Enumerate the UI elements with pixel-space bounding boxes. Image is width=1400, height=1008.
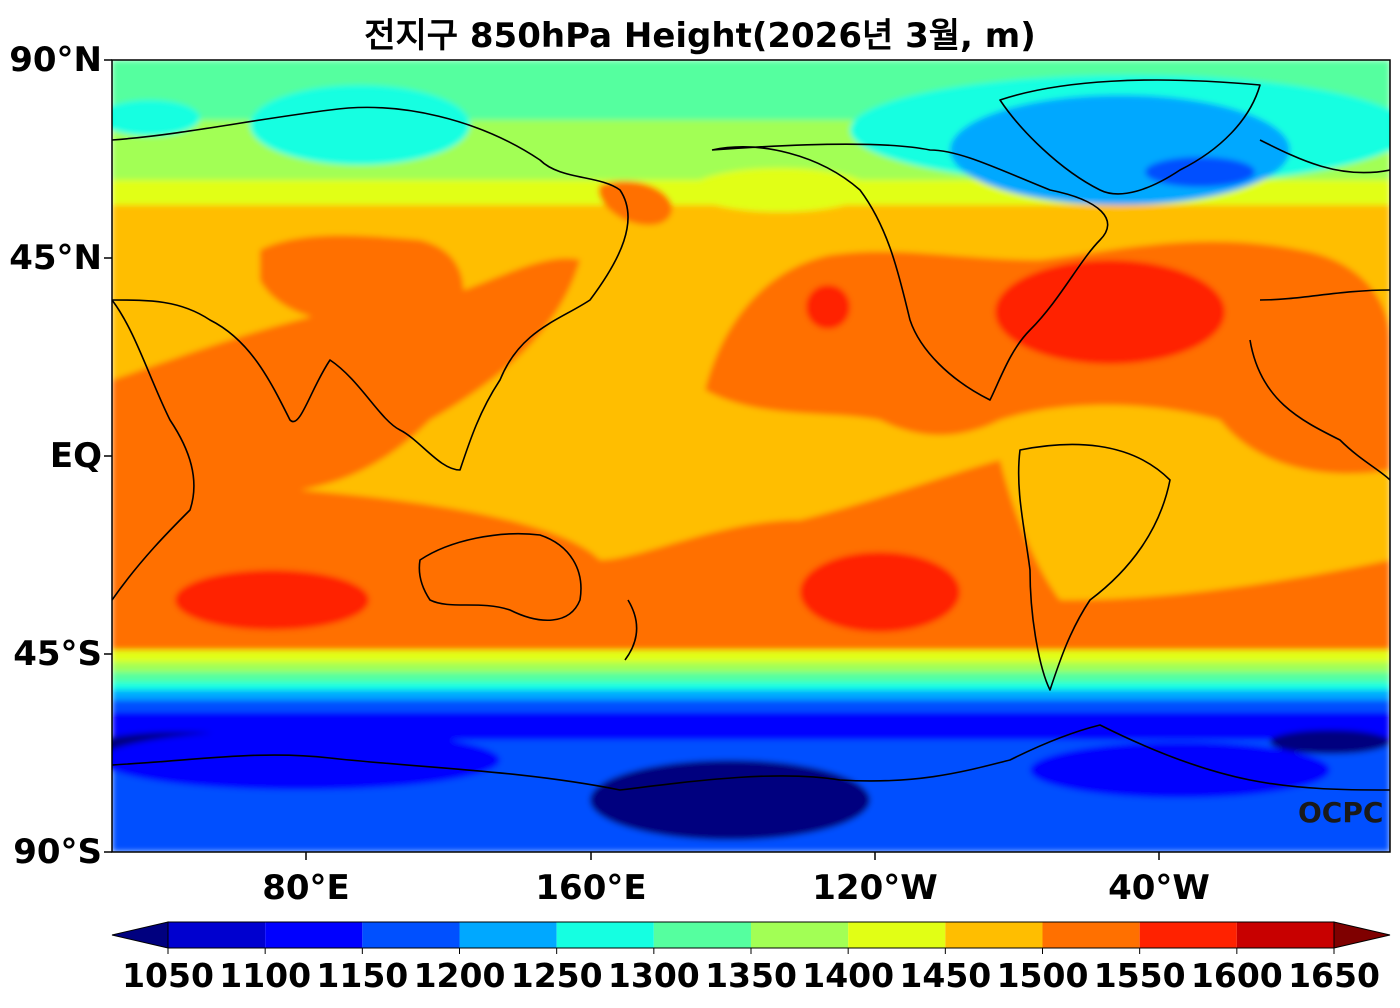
colorbar-swatch (653, 922, 751, 948)
colorbar-tick-label: 1600 (1190, 956, 1283, 995)
colorbar-tick-label: 1550 (1093, 956, 1186, 995)
colorbar-swatch (945, 922, 1043, 948)
coast-greenland (999, 79, 1261, 195)
region-1550-kamchatka (598, 181, 673, 225)
x-label-160e: 160°E (535, 868, 647, 908)
low-greenland-1150 (1145, 157, 1255, 187)
coast-europe (1249, 139, 1390, 481)
low-arctic-1250 (250, 85, 470, 165)
colorbar-tick-label: 1650 (1288, 956, 1380, 995)
high-north-pacific (806, 285, 850, 329)
coast-north-america (711, 143, 1109, 401)
high-south-pacific (800, 552, 960, 632)
region-1550-asia (260, 235, 464, 328)
colorbar-swatch (459, 922, 557, 948)
coastlines (112, 79, 1390, 791)
low-antarctic-1150-west (112, 730, 500, 790)
colorbar-tick-label: 1350 (705, 956, 797, 995)
coast-antarctica (112, 724, 1390, 791)
y-label-45n: 45°N (9, 238, 102, 278)
coast-australia (418, 532, 582, 621)
ocpc-watermark: OCPC (1298, 796, 1384, 829)
y-label-90n: 90°N (9, 40, 102, 80)
low-bering-1450 (690, 168, 870, 212)
low-antarctic-1150-east (1030, 742, 1330, 798)
x-label-40w: 40°W (1108, 868, 1210, 908)
low-greenland-1200 (950, 95, 1290, 205)
colorbar-swatch (265, 922, 363, 948)
colorbar-swatch (751, 922, 849, 948)
colorbar-tick-label: 1250 (510, 956, 603, 995)
colorbar-swatch (362, 922, 460, 948)
coast-africa (112, 299, 195, 601)
colorbar (111, 921, 1391, 954)
colorbar-tick-label: 1100 (219, 956, 312, 995)
colorbar-swatch (168, 922, 266, 948)
colorbar-arrow-high (1333, 921, 1391, 949)
colorbar-swatch (556, 922, 654, 948)
colorbar-swatch (1042, 922, 1140, 948)
colorbar-tick-label: 1150 (316, 956, 409, 995)
colorbar-tick-label: 1050 (122, 956, 214, 995)
y-label-eq: EQ (49, 436, 102, 476)
colorbar-swatch (848, 922, 946, 948)
x-label-120w: 120°W (812, 868, 938, 908)
colorbar-swatch (1236, 922, 1334, 948)
region-1550-indian (112, 258, 1390, 650)
coast-new-zealand (624, 599, 638, 661)
colorbar-tick-label: 1450 (899, 956, 992, 995)
colorbar-tick-label: 1400 (802, 956, 895, 995)
colorbar-arrow-low (111, 921, 169, 949)
band-south-1450 (112, 645, 1390, 667)
coast-eurasia (112, 106, 629, 471)
y-label-45s: 45°S (13, 634, 102, 674)
coast-south-america (1017, 443, 1171, 691)
high-south-indian (175, 570, 369, 630)
low-antarctic-1050-a (590, 760, 870, 840)
colorbar-tick-label: 1200 (413, 956, 506, 995)
map-title: 전지구 850hPa Height(2026년 3월, m) (364, 16, 1036, 56)
axis-ticks (104, 59, 1160, 860)
x-label-80e: 80°E (262, 868, 350, 908)
colorbar-tick-label: 1300 (607, 956, 700, 995)
colorbar-tick-label: 1500 (996, 956, 1089, 995)
y-label-90s: 90°S (13, 832, 102, 872)
low-antarctic-1050-c (1270, 730, 1390, 754)
low-west-arctic (112, 100, 200, 136)
height-field (112, 60, 1390, 852)
high-north-atlantic (995, 260, 1225, 364)
colorbar-swatch (1139, 922, 1237, 948)
